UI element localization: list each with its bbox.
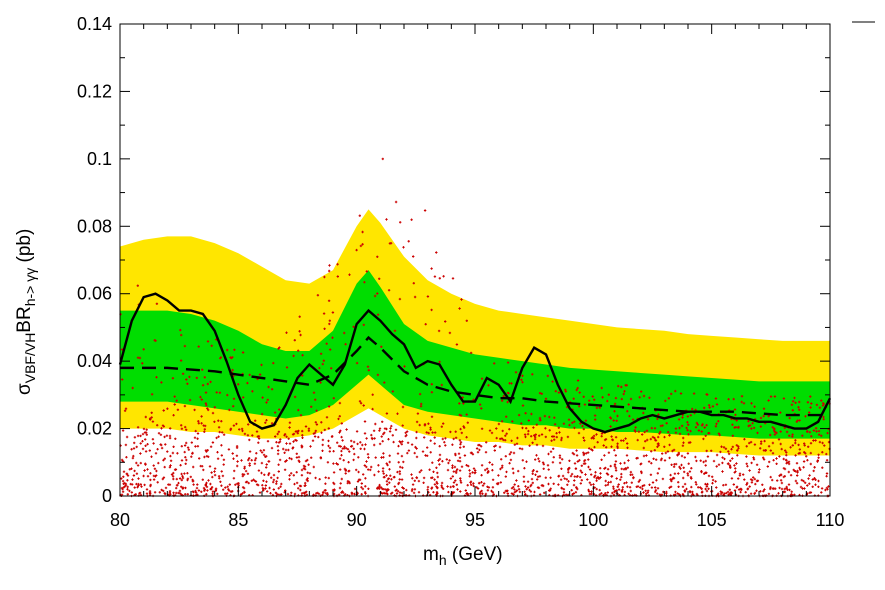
y-tick-label: 0.1	[87, 149, 112, 169]
y-tick-label: 0.06	[77, 284, 112, 304]
y-tick-label: 0.14	[77, 14, 112, 34]
scan-points	[119, 157, 831, 498]
x-tick-label: 95	[465, 510, 485, 530]
y-tick-label: 0.04	[77, 351, 112, 371]
x-tick-label: 105	[697, 510, 727, 530]
y-tick-label: 0	[102, 486, 112, 506]
y-tick-label: 0.12	[77, 81, 112, 101]
tick-labels: 80 85 90 95 100 105 110 0 0.02 0.04 0.06 0.08 0.1 0.1…	[77, 14, 844, 530]
expected-limit-line	[120, 335, 830, 417]
observed-limit-line	[118, 292, 832, 434]
axes	[119, 23, 831, 497]
scan-point-markers	[119, 157, 831, 498]
y-axis-title: σVBF/VHBRh-> γγ (pb)	[14, 229, 38, 395]
x-axis-title: mh (GeV)	[423, 544, 503, 568]
x-tick-label: 90	[347, 510, 367, 530]
x-tick-label: 85	[228, 510, 248, 530]
y-tick-label: 0.08	[77, 216, 112, 236]
x-tick-label: 80	[110, 510, 130, 530]
y-tick-label: 0.02	[77, 419, 112, 439]
x-tick-label: 100	[578, 510, 608, 530]
band-1sigma	[120, 270, 830, 439]
x-tick-label: 110	[816, 510, 845, 530]
limit-curves	[118, 292, 832, 434]
confidence-bands	[120, 209, 830, 456]
